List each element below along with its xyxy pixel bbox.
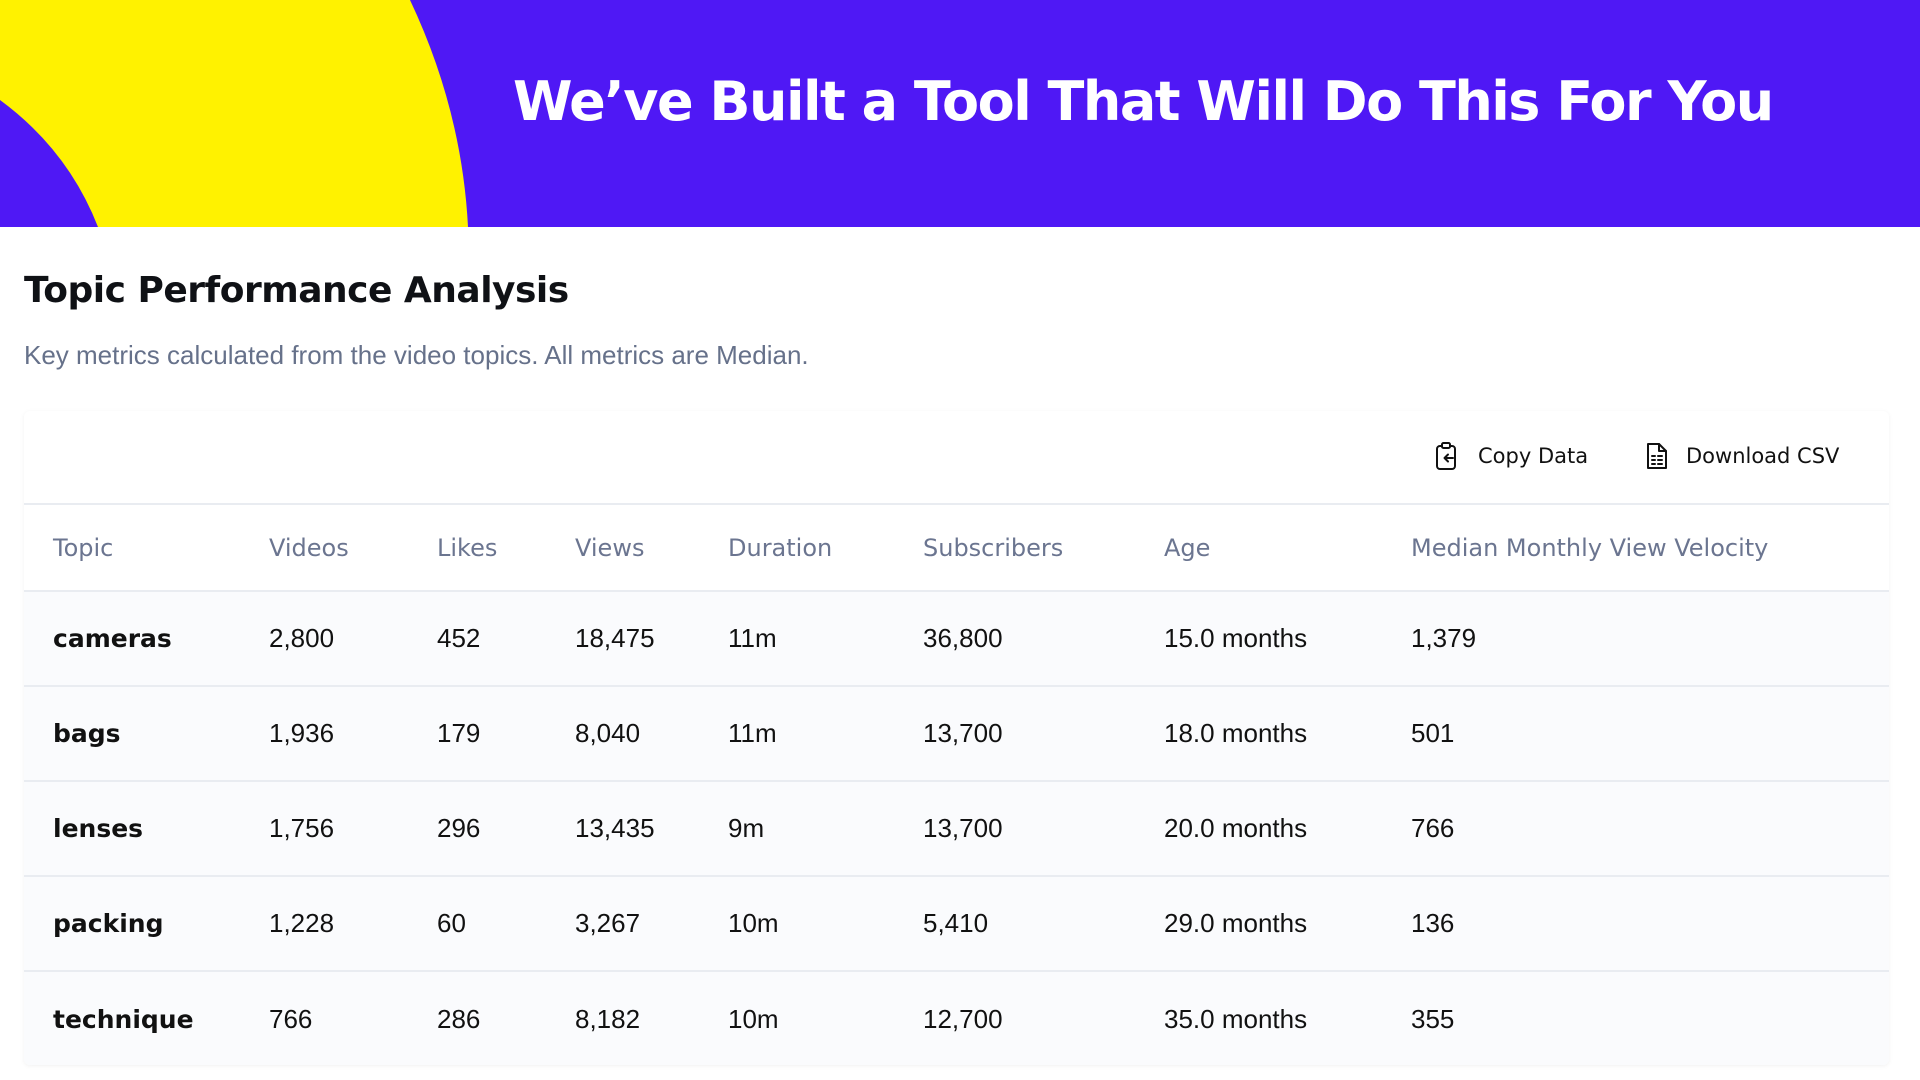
topic-performance-table: Topic Videos Likes Views Duration Subscr… [24, 505, 1889, 1065]
cell-subscribers: 5,410 [923, 908, 989, 938]
cell-videos: 766 [269, 1003, 313, 1034]
column-header-duration[interactable]: Duration [728, 533, 833, 562]
column-header-likes[interactable]: Likes [437, 533, 498, 562]
cell-subscribers: 13,700 [923, 813, 1003, 843]
cell-likes: 60 [437, 908, 466, 938]
cell-age: 20.0 months [1164, 813, 1308, 843]
page-title: Topic Performance Analysis [24, 270, 569, 311]
cell-age: 35.0 months [1164, 1003, 1308, 1034]
column-header-age[interactable]: Age [1164, 533, 1211, 562]
copy-data-button[interactable]: Copy Data [1434, 436, 1588, 476]
cell-views: 8,040 [575, 718, 641, 748]
cell-views: 3,267 [575, 908, 641, 938]
cell-videos: 2,800 [269, 623, 335, 653]
table-header-row: Topic Videos Likes Views Duration Subscr… [24, 505, 1889, 591]
cell-views: 13,435 [575, 813, 655, 843]
table-row: cameras 2,800 452 18,475 11m 36,800 15.0… [24, 591, 1889, 686]
yellow-arc-decoration [0, 0, 468, 227]
cell-duration: 10m [728, 908, 779, 938]
table-row: packing 1,228 60 3,267 10m 5,410 29.0 mo… [24, 876, 1889, 971]
cell-views: 18,475 [575, 623, 655, 653]
header-banner: We’ve Built a Tool That Will Do This For… [0, 0, 1920, 227]
cell-duration: 11m [728, 718, 777, 748]
cell-subscribers: 13,700 [923, 718, 1003, 748]
cell-duration: 11m [728, 623, 777, 653]
file-spreadsheet-icon [1644, 441, 1670, 471]
cell-duration: 10m [728, 1003, 779, 1034]
cell-videos: 1,756 [269, 813, 335, 843]
cell-velocity: 355 [1411, 1003, 1455, 1034]
cell-views: 8,182 [575, 1003, 641, 1034]
cell-age: 29.0 months [1164, 908, 1308, 938]
cell-topic: lenses [53, 814, 144, 843]
column-header-views[interactable]: Views [575, 533, 645, 562]
cell-subscribers: 12,700 [923, 1003, 1003, 1034]
column-header-subscribers[interactable]: Subscribers [923, 533, 1064, 562]
banner-title: We’ve Built a Tool That Will Do This For… [513, 70, 1774, 133]
cell-likes: 452 [437, 623, 481, 653]
download-csv-button[interactable]: Download CSV [1644, 436, 1839, 476]
table-row: lenses 1,756 296 13,435 9m 13,700 20.0 m… [24, 781, 1889, 876]
column-header-topic[interactable]: Topic [53, 533, 114, 562]
cell-subscribers: 36,800 [923, 623, 1003, 653]
cell-topic: technique [53, 1004, 194, 1034]
cell-likes: 179 [437, 718, 481, 748]
cell-duration: 9m [728, 813, 765, 843]
cell-velocity: 501 [1411, 718, 1455, 748]
cell-topic: packing [53, 909, 164, 938]
cell-videos: 1,936 [269, 718, 335, 748]
cell-topic: cameras [53, 624, 172, 653]
cell-topic: bags [53, 719, 121, 748]
table-toolbar: Copy Data Download CSV [24, 411, 1889, 505]
topic-table-card: Copy Data Download CSV Topic Videos Like… [24, 411, 1889, 1065]
download-csv-label: Download CSV [1686, 444, 1840, 468]
cell-likes: 286 [437, 1003, 481, 1034]
clipboard-icon [1434, 441, 1462, 471]
column-header-videos[interactable]: Videos [269, 533, 349, 562]
cell-age: 15.0 months [1164, 623, 1308, 653]
table-row: bags 1,936 179 8,040 11m 13,700 18.0 mon… [24, 686, 1889, 781]
cell-likes: 296 [437, 813, 481, 843]
cell-age: 18.0 months [1164, 718, 1308, 748]
cell-velocity: 136 [1411, 908, 1455, 938]
copy-data-label: Copy Data [1478, 444, 1589, 468]
page-subtitle: Key metrics calculated from the video to… [24, 340, 809, 370]
cell-videos: 1,228 [269, 908, 335, 938]
column-header-velocity[interactable]: Median Monthly View Velocity [1411, 533, 1769, 562]
table-row: technique 766 286 8,182 10m 12,700 35.0 … [24, 971, 1889, 1065]
cell-velocity: 1,379 [1411, 623, 1477, 653]
cell-velocity: 766 [1411, 813, 1455, 843]
